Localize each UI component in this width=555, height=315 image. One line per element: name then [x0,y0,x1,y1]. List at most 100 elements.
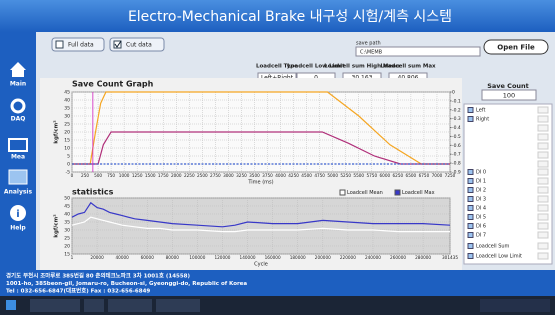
channel-style[interactable] [537,252,549,260]
mea-icon[interactable] [8,138,28,152]
channel-style[interactable] [537,213,549,221]
x-tick-label: 1750 [158,173,169,178]
footer-line: Tel : 032-656-6847(대표번호) Fax : 032-656-6… [6,287,150,295]
y-tick-label: 15 [64,138,70,144]
channel-checkbox[interactable] [467,169,474,175]
x-tick-label: 240000 [365,255,381,260]
daq-icon[interactable] [10,98,26,114]
x-tick-label: 6000 [379,173,390,178]
channel-checkbox[interactable] [467,243,474,249]
taskbar [0,296,555,315]
cut-data-checkbox[interactable] [113,40,122,49]
sidebar-label[interactable]: Main [10,81,26,88]
channel-style[interactable] [537,231,549,239]
channel-label: DI 5 [476,215,486,221]
channel-checkbox[interactable] [467,116,474,122]
channel-style[interactable] [537,142,549,150]
taskbar-app[interactable] [84,299,104,312]
footer-line: 경기도 부천시 조마루로 385번길 80 춘의테크노파크 3차 1001호 (… [6,272,190,280]
channel-style[interactable] [537,115,549,123]
x-axis-label: Time (ms) [247,180,273,186]
x-tick-label: 3500 [249,173,260,178]
legend-swatch [339,189,346,196]
x-tick-label: 220000 [340,255,356,260]
channel-label: DI 2 [476,188,486,194]
x-tick-label: 5750 [366,173,377,178]
x-tick-label: 1250 [132,173,143,178]
save-count-value: 100 [503,92,515,100]
channel-style[interactable] [537,106,549,114]
legend-swatch [394,189,401,196]
channel-checkbox[interactable] [467,107,474,113]
sidebar-label[interactable]: Mea [11,154,25,161]
y-tick-label: 25 [64,236,70,242]
channel-checkbox[interactable] [467,187,474,193]
channel-list [463,103,553,265]
taskbar-app[interactable] [108,299,152,312]
channel-checkbox[interactable] [467,253,474,259]
x-tick-label: 250 [81,173,89,178]
y2-tick-label: -0.4 [452,125,461,131]
y-tick-label: 30 [64,114,70,120]
help-icon[interactable] [10,205,26,221]
channel-style[interactable] [537,177,549,185]
y-axis-label: kgf/cm² [53,214,60,238]
channel-style[interactable] [537,151,549,159]
loadcell-header: Loadcell Type [256,64,298,70]
channel-checkbox[interactable] [467,214,474,220]
y2-tick-label: -0.8 [452,161,461,167]
save-count-label: Save Count [487,82,529,90]
full-data-button[interactable] [51,37,105,52]
channel-style[interactable] [537,133,549,141]
channel-style[interactable] [537,124,549,132]
y2-tick-label: -0.7 [452,152,461,158]
y-tick-label: 45 [64,90,70,96]
sidebar-label[interactable]: Help [10,225,26,232]
x-tick-label: 180000 [290,255,306,260]
channel-style[interactable] [537,168,549,176]
series-line [71,216,450,233]
save-count-field[interactable] [481,89,537,101]
y-tick-label: 45 [64,204,70,210]
channel-checkbox[interactable] [467,178,474,184]
x-tick-label: 160000 [265,255,281,260]
full-data-checkbox[interactable] [55,40,64,49]
channel-checkbox[interactable] [467,232,474,238]
taskbar-app[interactable] [30,299,80,312]
taskbar-app[interactable] [156,299,200,312]
channel-label: DI 6 [476,224,486,230]
open-file-button[interactable] [483,39,549,55]
main-icon[interactable] [10,62,26,77]
channel-style[interactable] [537,160,549,168]
legend-label: Loadcell Mean [347,190,383,196]
channel-label: DI 7 [476,233,486,239]
cut-data-label: Cut data [126,42,152,49]
channel-style[interactable] [537,222,549,230]
header-title: Electro-Mechanical Brake 내구성 시험/계측 시스템 [128,9,452,25]
x-tick-label: 2000 [171,173,182,178]
channel-checkbox[interactable] [467,205,474,211]
cut-data-button[interactable] [109,37,165,52]
sidebar-label[interactable]: Analysis [4,189,33,196]
save-path-label: save path [356,41,381,47]
x-tick-label: 260000 [390,255,406,260]
channel-style[interactable] [537,186,549,194]
start-button[interactable] [6,300,16,310]
x-tick-label: 1000 [119,173,130,178]
y-tick-label: 10 [64,146,70,152]
x-tick-label: 1500 [145,173,156,178]
y-axis-label: kgf/cm² [53,120,60,144]
channel-checkbox[interactable] [467,196,474,202]
channel-style[interactable] [537,195,549,203]
save-path-field[interactable] [355,46,481,57]
sidebar-label[interactable]: DAQ [11,116,26,123]
channel-checkbox[interactable] [467,223,474,229]
x-tick-label: 4750 [314,173,325,178]
full-data-label: Full data [68,42,94,49]
x-tick-label: 6500 [406,173,417,178]
loadcell-header: Loadcell Low Limit [287,64,345,70]
channel-style[interactable] [537,242,549,250]
channel-style[interactable] [537,204,549,212]
analysis-icon[interactable] [8,169,28,185]
x-tick-label: 280000 [415,255,431,260]
